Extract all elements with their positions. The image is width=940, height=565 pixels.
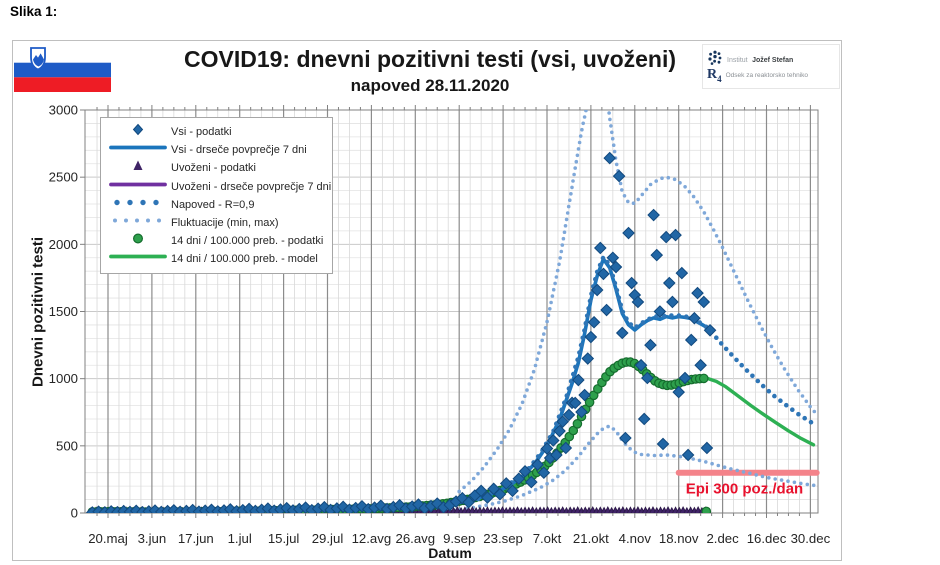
dots-marker-icon — [114, 199, 159, 206]
x-tick-label: 30.dec — [791, 531, 831, 546]
x-tick-label: 18.nov — [659, 531, 699, 546]
department-name: Odsek za reaktorsko tehniko — [725, 72, 808, 80]
legend-item: 14 dni / 100.000 preb. - model — [109, 250, 332, 268]
legend-item-label: Fluktuacije (min, max) — [171, 217, 279, 230]
x-tick-label: 26.avg — [395, 531, 435, 546]
x-axis-title: Datum — [428, 545, 472, 561]
figure-label: Slika 1: — [10, 4, 58, 19]
x-tick-label: 9.sep — [443, 531, 475, 546]
line-marker-icon — [109, 182, 167, 187]
institute-logo-block: Institut Jožef Stefan R4 Odsek za reakto… — [702, 44, 840, 89]
legend-item: Uvoženi - drseče povprečje 7 dni — [109, 178, 332, 196]
line-marker-icon — [109, 145, 167, 150]
x-tick-label: 16.dec — [747, 531, 787, 546]
legend-item: 14 dni / 100.000 preb. - podatki — [109, 232, 332, 250]
series-podatki-14dni — [87, 357, 712, 513]
y-tick-label: 1000 — [49, 371, 78, 386]
x-tick-label: 23.sep — [483, 531, 523, 546]
legend-item: Fluktuacije (min, max) — [109, 214, 332, 232]
axis-tick-labels: 0 500 1000 1500 2000 2500 3000 20.maj 3.jun 17.ju… — [49, 103, 831, 547]
series-vsi-podatki — [86, 151, 717, 513]
legend-item-label: Napoved - R=0,9 — [171, 198, 255, 211]
institute-name-light: Institut — [727, 57, 748, 64]
legend-item: Vsi - podatki — [109, 123, 332, 141]
x-tick-label: 3.jun — [138, 531, 167, 546]
y-tick-label: 2000 — [49, 237, 78, 252]
legend-item-label: 14 dni / 100.000 preb. - podatki — [171, 235, 324, 248]
epi-threshold-label: Epi 300 poz./dan — [686, 481, 804, 498]
x-tick-label: 21.okt — [573, 531, 609, 546]
institute-name-bold: Jožef Stefan — [752, 57, 794, 64]
legend-item: Napoved - R=0,9 — [109, 196, 332, 214]
x-tick-label: 20.maj — [88, 531, 128, 546]
legend-item-label: Uvoženi - drseče povprečje 7 dni — [171, 180, 332, 193]
line-marker-icon — [109, 255, 167, 259]
slovenia-flag-icon — [14, 47, 111, 92]
x-tick-label: 1.jul — [228, 531, 252, 546]
x-tick-label: 2.dec — [706, 531, 739, 546]
legend-item: Uvoženi - podatki — [109, 159, 332, 177]
diamond-marker-icon — [132, 123, 144, 136]
legend-item-label: Vsi - podatki — [171, 126, 232, 139]
y-tick-label: 3000 — [49, 103, 78, 118]
legend-item-label: 14 dni / 100.000 preb. - model — [171, 253, 318, 266]
y-axis-title: Dnevni pozitivni testi — [29, 236, 47, 388]
legend: Vsi - podatki Vsi - drseče povprečje 7 dn… — [100, 117, 333, 274]
x-tick-label: 29.jul — [312, 531, 344, 546]
chart-title: COVID19: dnevni pozitivni testi (vsi, uv… — [183, 46, 677, 72]
legend-item-label: Uvoženi - podatki — [171, 162, 256, 175]
x-tick-label: 4.nov — [619, 531, 652, 546]
series-fluktuacije-max — [457, 110, 817, 494]
x-tick-label: 7.okt — [533, 531, 562, 546]
dots-small-marker-icon — [113, 218, 161, 223]
circle-marker-icon — [133, 233, 144, 244]
ijs-logo-icon — [708, 50, 722, 65]
x-tick-label: 15.jul — [268, 531, 300, 546]
r4-department-icon: R4 — [707, 67, 722, 84]
y-tick-label: 2500 — [49, 170, 78, 185]
chart-subtitle: napoved 28.11.2020 — [350, 76, 510, 95]
y-tick-label: 500 — [56, 438, 78, 453]
x-tick-label: 12.avg — [352, 531, 392, 546]
y-tick-label: 1500 — [49, 304, 78, 319]
legend-item-label: Vsi - drseče povprečje 7 dni — [171, 144, 307, 157]
y-tick-label: 0 — [71, 506, 78, 521]
triangle-marker-icon — [133, 160, 143, 171]
x-tick-label: 17.jun — [178, 531, 214, 546]
legend-item: Vsi - drseče povprečje 7 dni — [109, 141, 332, 159]
